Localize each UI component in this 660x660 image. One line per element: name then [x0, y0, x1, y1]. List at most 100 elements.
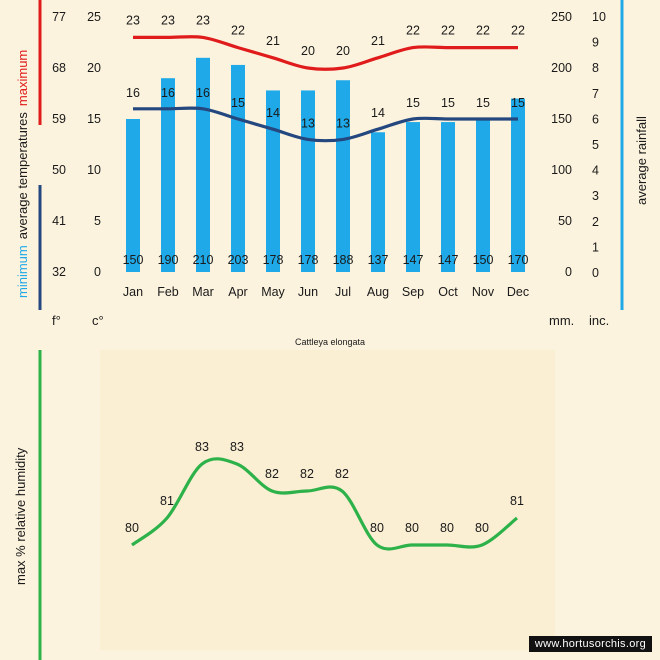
celsius-axis: 25 20 15 10 5 0 [87, 10, 101, 279]
chart-title: Cattleya elongata [295, 337, 365, 347]
fahrenheit-unit: f° [52, 313, 61, 328]
min-temperature-label: 16 [161, 86, 175, 100]
humidity-value-label: 82 [335, 467, 349, 481]
millimetre-tick: 250 [551, 10, 572, 24]
max-temperature-label: 22 [511, 24, 525, 38]
max-temperature-line [133, 35, 518, 71]
humidity-value-label: 80 [370, 521, 384, 535]
max-temperature-label: 23 [126, 13, 140, 27]
millimetre-axis: 250 200 150 100 50 0 [551, 10, 572, 279]
min-temperature-label: 13 [336, 116, 350, 130]
min-temperature-label: 15 [231, 96, 245, 110]
min-temperature-line [132, 106, 518, 143]
fahrenheit-tick: 50 [52, 163, 66, 177]
month-label: May [261, 285, 285, 299]
rainfall-value-label: 190 [158, 253, 179, 267]
rainfall-bar [161, 78, 175, 272]
rainfall-value-label: 147 [403, 253, 424, 267]
rainfall-bar [266, 90, 280, 272]
millimetre-unit: mm. [549, 313, 574, 328]
month-label: Mar [192, 285, 214, 299]
humidity-chart: 80 81 83 83 82 82 82 80 80 80 80 81 [125, 440, 524, 551]
rainfall-value-label: 147 [438, 253, 459, 267]
month-label: Jan [123, 285, 143, 299]
rainfall-value-label: 178 [298, 253, 319, 267]
humidity-value-label: 82 [265, 467, 279, 481]
min-temperature-label: 15 [441, 96, 455, 110]
rainfall-value-label: 137 [368, 253, 389, 267]
month-label: Feb [157, 285, 179, 299]
month-labels: Jan Feb Mar Apr May Jun Jul Aug Sep Oct Nov Dec [123, 285, 529, 299]
inch-tick: 8 [592, 61, 599, 75]
min-temperature-label: 14 [266, 106, 280, 120]
max-temperature-label: 21 [371, 34, 385, 48]
month-label: Apr [228, 285, 247, 299]
month-label: Jul [335, 285, 351, 299]
max-temperature-label: 21 [266, 34, 280, 48]
rainfall-bar [196, 57, 210, 272]
temperature-lines: 23 23 23 22 21 20 20 21 22 22 22 22 16 16 16 15 14 13 13 14… [126, 13, 525, 143]
rainfall-bar [511, 98, 525, 272]
fahrenheit-tick: 41 [52, 214, 66, 228]
month-label: Oct [438, 285, 458, 299]
fahrenheit-tick: 59 [52, 112, 66, 126]
celsius-unit: c° [92, 313, 104, 328]
max-temperature-label: 20 [336, 44, 350, 58]
humidity-panel [100, 350, 555, 650]
rainfall-value-label: 150 [123, 253, 144, 267]
min-temperature-label: 13 [301, 116, 315, 130]
millimetre-tick: 200 [551, 61, 572, 75]
min-temperature-label: 15 [476, 96, 490, 110]
rainfall-value-label: 210 [193, 253, 214, 267]
min-temperature-label: 16 [196, 86, 210, 100]
min-temperature-label: 15 [406, 96, 420, 110]
celsius-tick: 0 [94, 265, 101, 279]
inch-tick: 3 [592, 189, 599, 203]
rainfall-value-label: 178 [263, 253, 284, 267]
month-label: Aug [367, 285, 389, 299]
humidity-value-label: 80 [405, 521, 419, 535]
inch-tick: 6 [592, 112, 599, 126]
rainfall-bar [336, 80, 350, 273]
min-temperature-label: 14 [371, 106, 385, 120]
max-temperature-label: 22 [406, 24, 420, 38]
celsius-tick: 15 [87, 112, 101, 126]
fahrenheit-tick: 77 [52, 10, 66, 24]
month-label: Sep [402, 285, 424, 299]
millimetre-tick: 100 [551, 163, 572, 177]
month-label: Jun [298, 285, 318, 299]
inch-tick: 4 [592, 164, 599, 178]
humidity-value-label: 80 [440, 521, 454, 535]
temperature-axis-label: minimumaverage temperaturesmaximum [15, 50, 30, 298]
inch-unit: inc. [589, 313, 609, 328]
celsius-tick: 25 [87, 10, 101, 24]
rainfall-bars: 150 190 210 203 178 178 188 137 147 147 150 170 [123, 57, 528, 273]
inch-tick: 9 [592, 36, 599, 50]
fahrenheit-tick: 32 [52, 265, 66, 279]
rainfall-bar [476, 119, 490, 272]
millimetre-tick: 50 [558, 214, 572, 228]
humidity-value-label: 82 [300, 467, 314, 481]
humidity-value-label: 83 [195, 440, 209, 454]
max-temperature-label: 22 [441, 24, 455, 38]
max-temperature-label: 23 [161, 13, 175, 27]
min-temperature-label: 16 [126, 86, 140, 100]
fahrenheit-axis: 77 68 59 50 41 32 [52, 10, 66, 279]
humidity-value-label: 80 [475, 521, 489, 535]
max-temperature-label: 22 [476, 24, 490, 38]
inch-tick: 10 [592, 10, 606, 24]
humidity-axis-label: max % relative humidity [13, 447, 28, 585]
min-temperature-label: 15 [511, 96, 525, 110]
rainfall-bar [301, 90, 315, 272]
month-label: Nov [472, 285, 495, 299]
fahrenheit-tick: 68 [52, 61, 66, 75]
humidity-value-label: 80 [125, 521, 139, 535]
inch-tick: 0 [592, 266, 599, 280]
rainfall-value-label: 188 [333, 253, 354, 267]
humidity-value-label: 83 [230, 440, 244, 454]
humidity-line [131, 457, 519, 551]
month-label: Dec [507, 285, 529, 299]
celsius-tick: 20 [87, 61, 101, 75]
